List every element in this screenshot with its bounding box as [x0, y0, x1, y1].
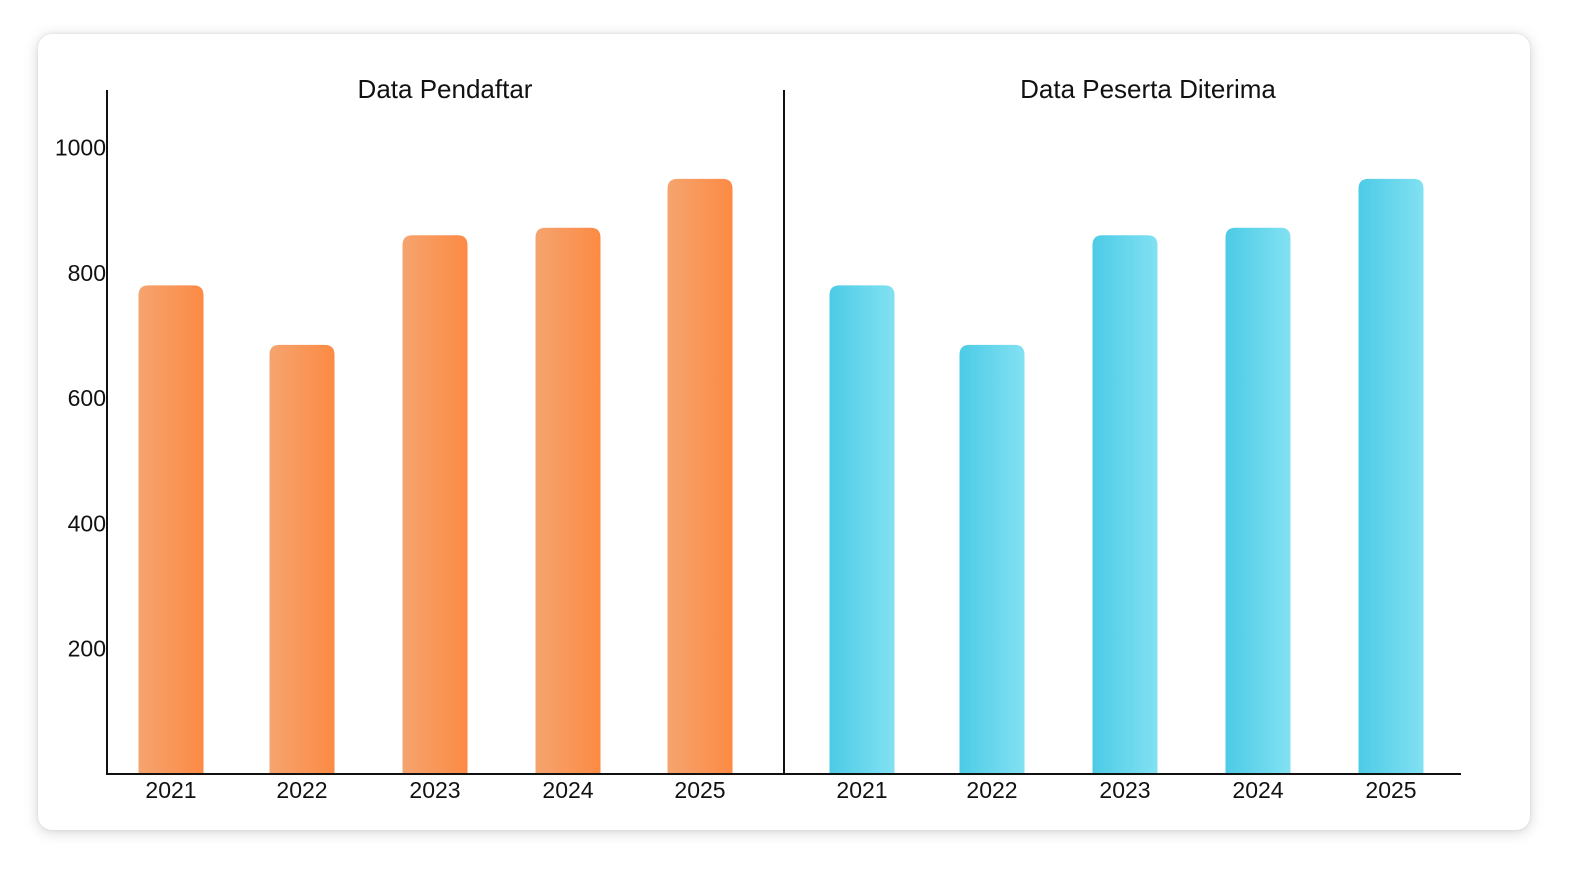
right-x-tick-label: 2024: [1232, 777, 1283, 803]
right-chart-title: Data Peserta Diterima: [1020, 74, 1276, 104]
y-tick-label: 800: [68, 260, 106, 286]
y-tick-label: 600: [68, 385, 106, 411]
y-tick-label: 400: [68, 510, 106, 536]
left-x-tick-label: 2022: [276, 777, 327, 803]
right-bar-2023: [1092, 235, 1158, 774]
right-bar-2021: [829, 285, 895, 774]
left-bar-2022: [269, 344, 335, 774]
right-bar-2022: [959, 344, 1025, 774]
right-x-tick-label: 2022: [966, 777, 1017, 803]
left-x-tick-label: 2025: [674, 777, 725, 803]
y-tick-label: 200: [68, 636, 106, 662]
y-tick-label: 1000: [55, 135, 106, 161]
right-x-tick-label: 2023: [1099, 777, 1150, 803]
left-x-tick-label: 2023: [409, 777, 460, 803]
x-axis-ticks: 2021 2022 2023 2024 2025 2021 2022 2023 2024 2025: [145, 777, 1416, 803]
bars-group: [138, 178, 1424, 774]
chart-card: Data Pendaftar Data Peserta Diterima 200…: [38, 34, 1530, 830]
right-bar-2024: [1225, 227, 1291, 774]
left-chart-title: Data Pendaftar: [358, 74, 533, 104]
right-bar-2025: [1358, 178, 1424, 774]
left-x-tick-label: 2021: [145, 777, 196, 803]
left-x-tick-label: 2024: [542, 777, 593, 803]
right-x-tick-label: 2021: [836, 777, 887, 803]
bar-chart-canvas: Data Pendaftar Data Peserta Diterima 200…: [55, 74, 1461, 803]
left-bar-2024: [535, 227, 601, 774]
left-bar-2021: [138, 285, 204, 774]
left-bar-2025: [667, 178, 733, 774]
y-axis-ticks: 200 400 600 800 1000: [55, 135, 106, 662]
right-x-tick-label: 2025: [1365, 777, 1416, 803]
left-bar-2023: [402, 235, 468, 774]
